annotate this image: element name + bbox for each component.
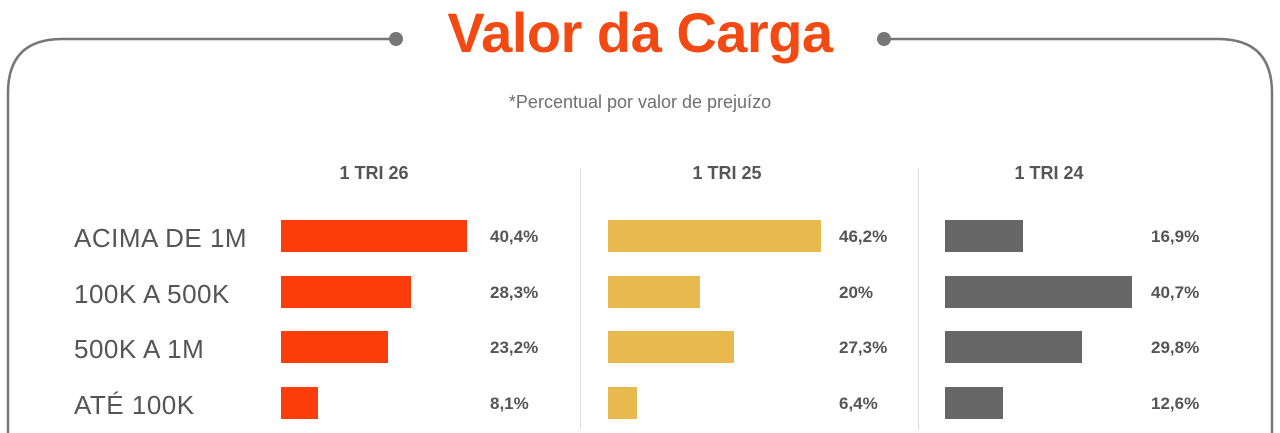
frame-left-line: [6, 37, 392, 433]
frame-right-line: [888, 37, 1274, 433]
frame-left-dot: [389, 32, 403, 46]
value-label: 8,1%: [490, 394, 529, 413]
bar: [945, 276, 1133, 308]
chart-subtitle: *Percentual por valor de prejuízo: [508, 92, 772, 112]
bar: [945, 331, 1083, 363]
value-label: 40,4%: [490, 227, 539, 246]
chart-title: Valor da Carga: [447, 1, 833, 64]
panel-header: 1 TRI 24: [1014, 163, 1084, 183]
value-label: 12,6%: [1151, 394, 1200, 413]
value-label: 27,3%: [839, 338, 888, 357]
bar: [608, 387, 638, 419]
value-label: 46,2%: [839, 227, 888, 246]
bar: [608, 331, 734, 363]
panel-header: 1 TRI 25: [692, 163, 762, 183]
value-label: 23,2%: [490, 338, 539, 357]
value-label: 28,3%: [490, 283, 539, 302]
panel-divider-2: [918, 168, 919, 430]
value-label: 20%: [839, 283, 874, 302]
category-label: 500K A 1M: [74, 334, 205, 364]
frame-right-dot: [877, 32, 891, 46]
panel-divider-1: [580, 168, 581, 430]
bar: [281, 276, 412, 308]
bar: [281, 331, 388, 363]
value-label: 6,4%: [839, 394, 878, 413]
bar: [281, 387, 319, 419]
category-label: ACIMA DE 1M: [74, 223, 248, 253]
bar: [945, 387, 1003, 419]
panel-header: 1 TRI 26: [339, 163, 409, 183]
bar: [608, 276, 700, 308]
bar: [945, 220, 1023, 252]
value-label: 16,9%: [1151, 227, 1200, 246]
bar: [281, 220, 467, 252]
bar: [608, 220, 821, 252]
value-label: 40,7%: [1151, 283, 1200, 302]
category-label: 100K A 500K: [74, 279, 230, 309]
value-label: 29,8%: [1151, 338, 1200, 357]
category-label: ATÉ 100K: [74, 390, 195, 420]
